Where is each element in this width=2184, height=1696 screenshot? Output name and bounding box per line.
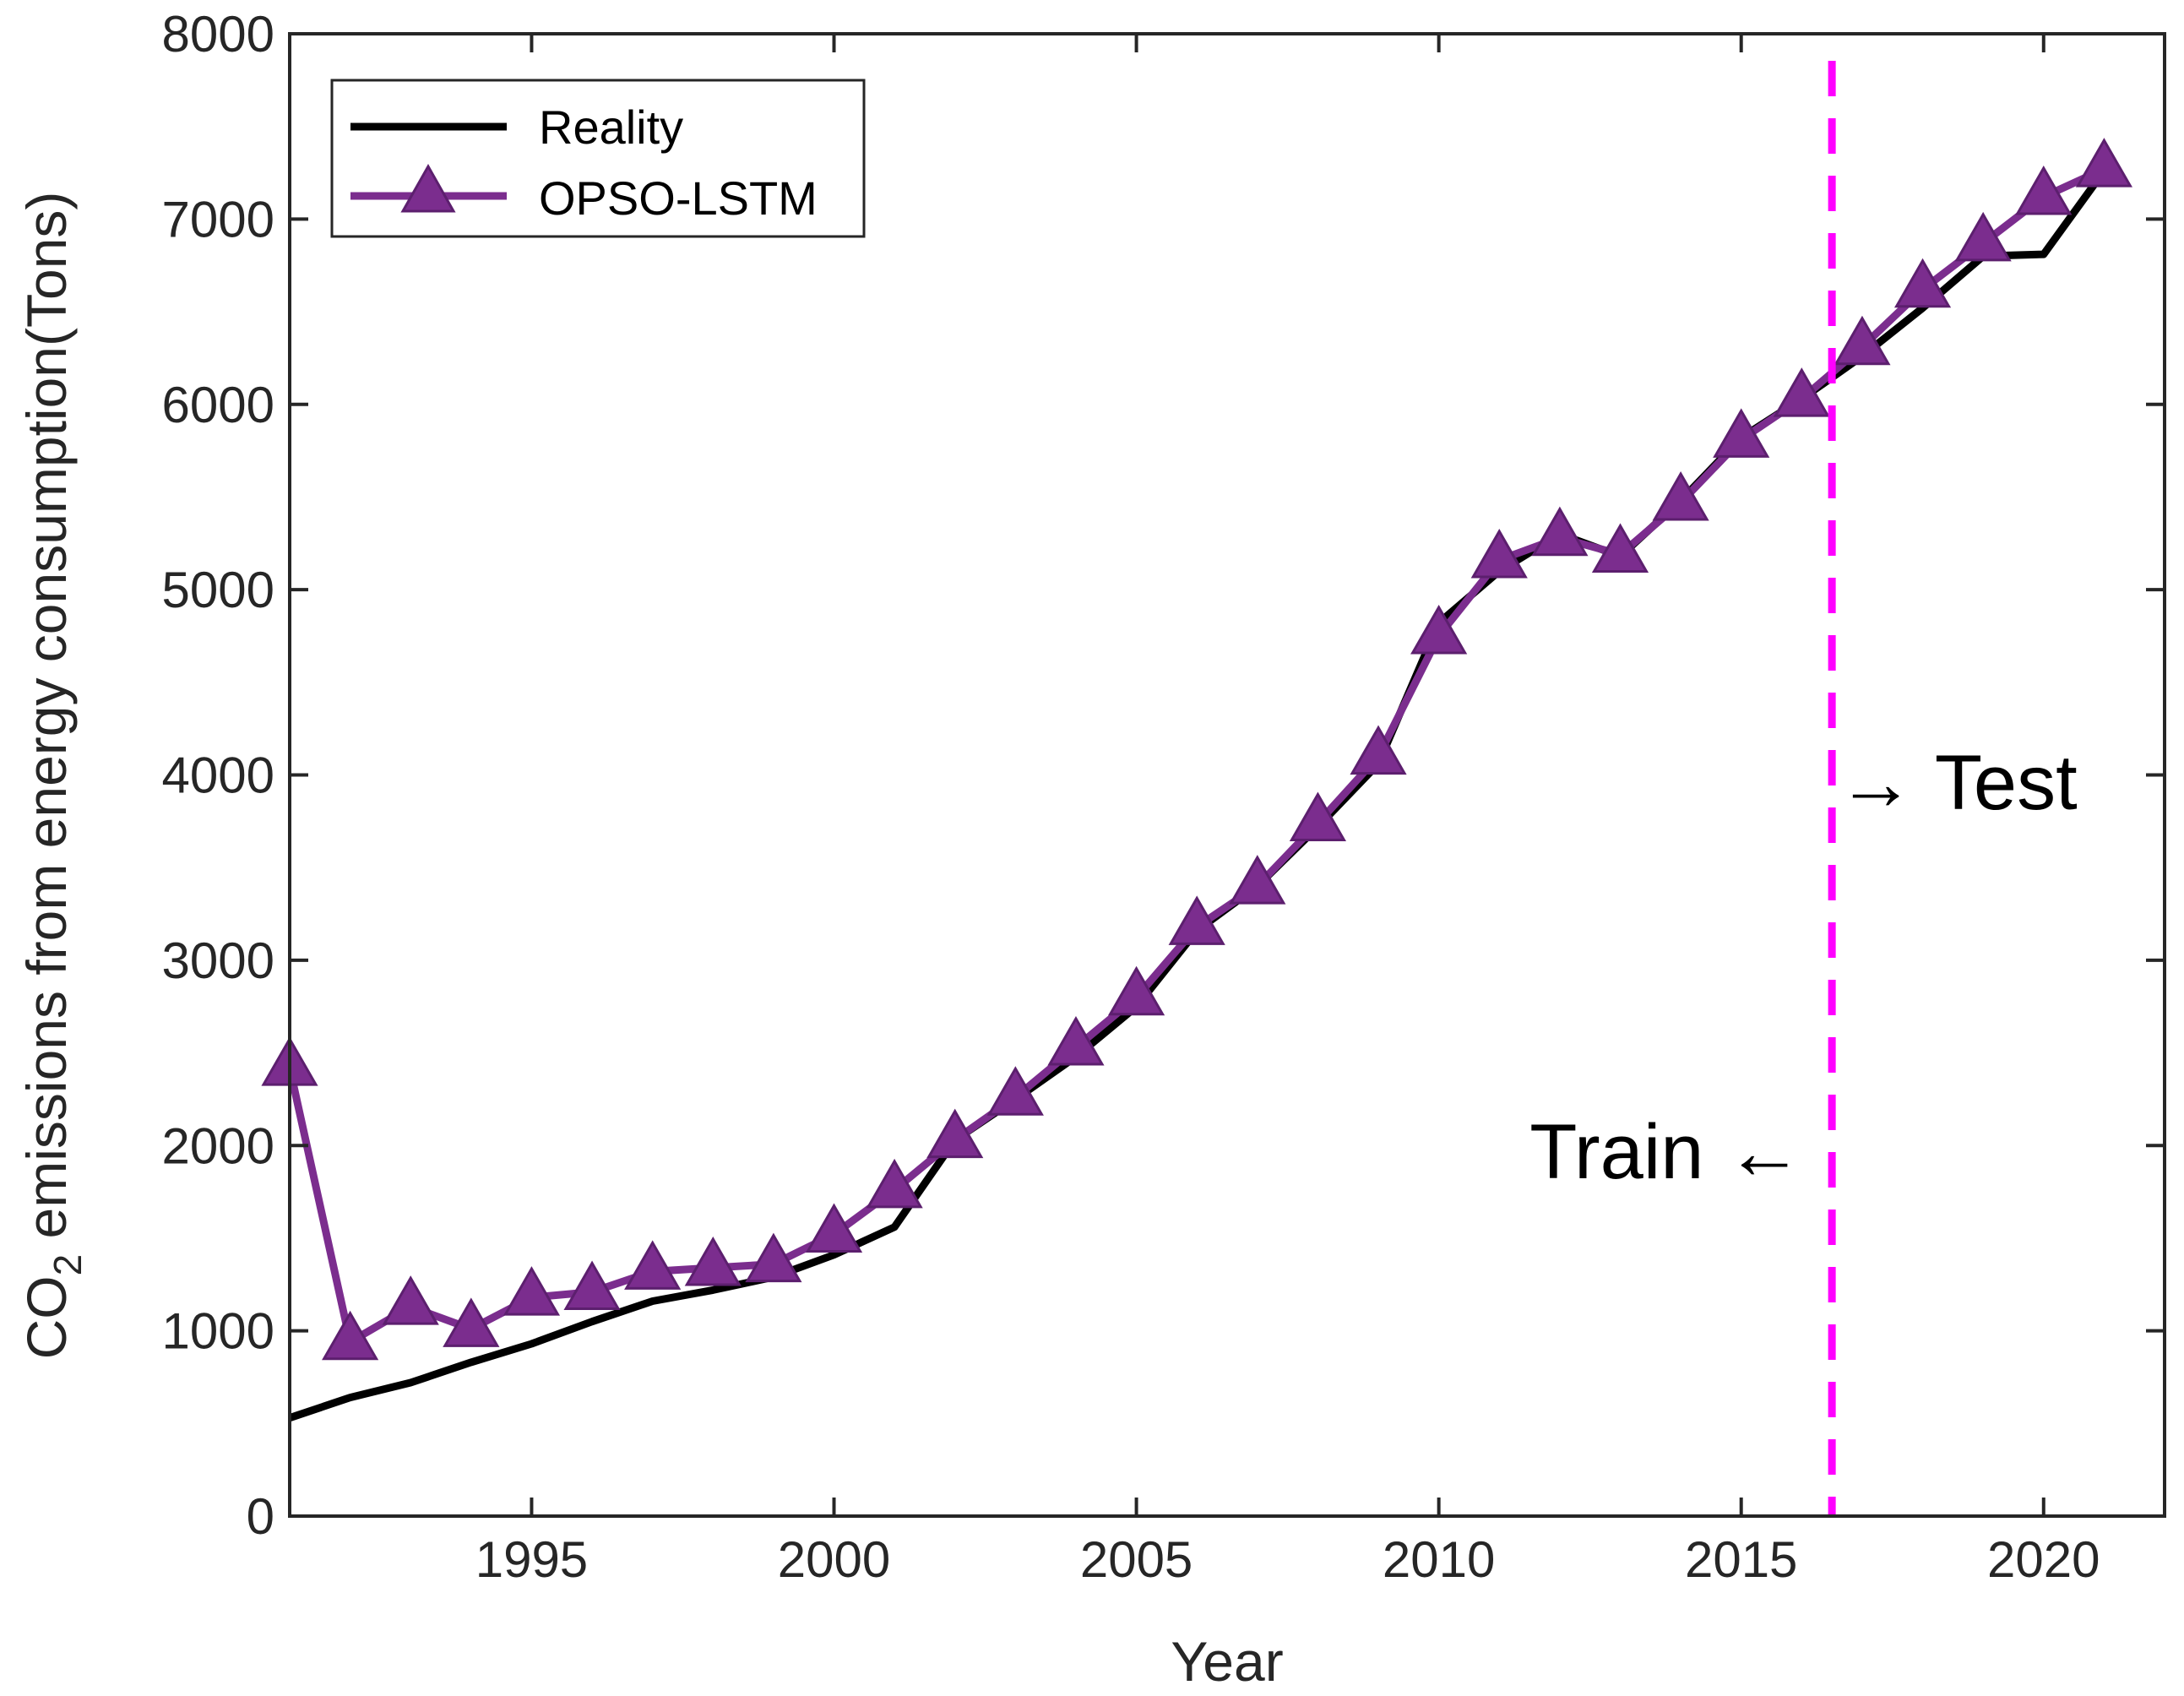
annotation-train: Train ← — [1529, 1109, 1803, 1195]
data-point-marker — [1954, 211, 2012, 262]
data-point-marker — [926, 1108, 984, 1159]
data-point-marker — [1168, 895, 1225, 945]
y-tick-label: 0 — [247, 1488, 274, 1545]
data-point-marker — [1531, 506, 1589, 557]
y-tick-label: 1000 — [162, 1303, 274, 1360]
data-point-marker — [1229, 855, 1286, 905]
data-point-marker — [443, 1297, 500, 1347]
data-point-marker — [1047, 1015, 1105, 1066]
data-point-marker — [866, 1158, 923, 1209]
data-point-marker — [1773, 367, 1830, 417]
legend: Reality OPSO-LSTM — [330, 79, 866, 238]
y-tick-label: 8000 — [162, 6, 274, 63]
y-tick-label: 6000 — [162, 377, 274, 433]
data-point-marker — [805, 1203, 863, 1253]
y-tick-label: 5000 — [162, 562, 274, 618]
data-point-marker — [986, 1066, 1044, 1116]
y-tick-label: 4000 — [162, 747, 274, 804]
data-point-marker — [2075, 138, 2132, 188]
y-axis: 0 1000 2000 3000 4000 5000 6000 7000 8000 — [162, 6, 2165, 1545]
data-point-marker — [2015, 166, 2073, 215]
data-point-marker — [1713, 408, 1770, 458]
data-point-marker — [624, 1240, 682, 1290]
annotation-test: → Test — [1837, 740, 2078, 826]
x-tick-label: 2010 — [1383, 1531, 1495, 1588]
x-tick-label: 2015 — [1685, 1531, 1797, 1588]
x-axis: 1995 2000 2005 2010 2015 2020 — [475, 34, 2100, 1588]
data-point-marker — [1652, 471, 1709, 521]
data-point-marker — [382, 1275, 439, 1325]
data-point-marker — [322, 1310, 379, 1361]
data-point-marker — [1834, 315, 1891, 366]
data-point-marker — [1893, 258, 1952, 308]
y-tick-label: 7000 — [162, 191, 274, 247]
data-point-marker — [684, 1237, 742, 1286]
y-axis-title: CO2 emissions from energy consumption(To… — [15, 192, 90, 1360]
x-tick-label: 2005 — [1080, 1531, 1193, 1588]
data-point-marker — [563, 1260, 621, 1311]
data-point-marker — [1591, 523, 1649, 573]
x-tick-label: 2020 — [1987, 1531, 2100, 1588]
legend-label-opso-lstm: OPSO-LSTM — [539, 171, 818, 225]
y-tick-label: 2000 — [162, 1117, 274, 1174]
x-axis-title: Year — [1171, 1630, 1283, 1693]
x-tick-label: 2000 — [778, 1531, 890, 1588]
data-point-marker — [1350, 725, 1407, 775]
data-point-marker — [745, 1232, 802, 1283]
series-opso-lstm — [261, 138, 2132, 1361]
data-point-marker — [1107, 965, 1165, 1016]
data-point-marker — [1289, 791, 1347, 842]
legend-label-reality: Reality — [539, 101, 683, 154]
x-tick-label: 1995 — [475, 1531, 588, 1588]
y-tick-label: 3000 — [162, 932, 274, 989]
legend-marker-opso-lstm — [400, 163, 456, 213]
data-point-marker — [1410, 604, 1468, 655]
data-point-marker — [503, 1266, 561, 1316]
data-point-marker — [1470, 529, 1528, 579]
